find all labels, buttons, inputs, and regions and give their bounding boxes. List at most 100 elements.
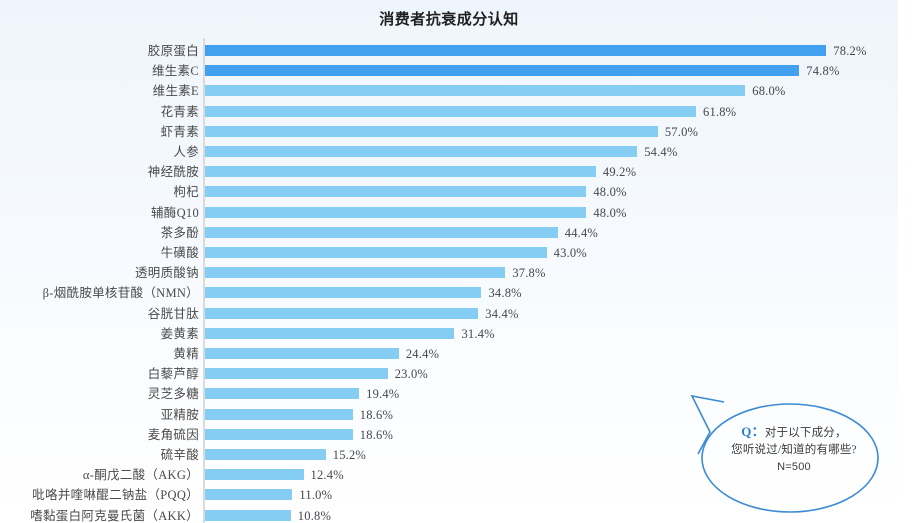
category-label: 姜黄素	[160, 326, 199, 341]
bar	[205, 388, 360, 400]
bar-value-label: 31.4%	[461, 326, 495, 341]
bar	[205, 287, 482, 299]
category-label: 吡咯并喹啉醌二钠盐（PQQ）	[32, 488, 199, 503]
bar-track	[205, 388, 360, 400]
bar-track	[205, 186, 587, 198]
bar	[205, 125, 658, 137]
bar	[205, 45, 827, 56]
bar-track	[205, 85, 746, 97]
bar	[205, 408, 353, 420]
bar-row: 嗜黏蛋白阿克曼氏菌（AKK） 10.8%	[0, 506, 898, 523]
bar-row: 黄精 24.4%	[0, 344, 898, 364]
callout-sample-size: N=500	[777, 461, 811, 473]
bar	[205, 166, 596, 178]
category-label: 维生素C	[151, 64, 199, 79]
bar	[205, 247, 547, 258]
callout-question-part1: 对于以下成分，	[764, 427, 847, 439]
category-label: 麦角硫因	[147, 427, 199, 442]
bar-value-label: 15.2%	[332, 448, 367, 462]
bar-row: 谷胱甘肽 34.4%	[0, 304, 898, 324]
bar-value-label: 34.8%	[488, 286, 522, 301]
bar-track	[205, 368, 388, 380]
bar	[205, 489, 293, 501]
bar-value-label: 23.0%	[394, 367, 429, 382]
bar-value-label: 18.6%	[359, 427, 394, 442]
bar-value-label: 24.4%	[405, 347, 440, 361]
bar	[205, 146, 638, 157]
bar-row: 白藜芦醇 23.0%	[0, 364, 898, 384]
bar-value-label: 44.4%	[564, 225, 599, 240]
bar-value-label: 18.6%	[359, 407, 394, 422]
bar-track	[205, 226, 558, 238]
bar-row: 吡咯并喹啉醌二钠盐（PQQ） 11.0%	[0, 485, 898, 505]
bar-track	[205, 206, 587, 218]
bar	[205, 85, 746, 97]
bar	[205, 368, 388, 380]
bar-track	[205, 327, 455, 339]
bar-row: 枸杞 48.0%	[0, 182, 898, 202]
bar-value-label: 68.0%	[752, 84, 786, 99]
bar-value-label: 49.2%	[602, 165, 637, 180]
bar	[205, 449, 326, 460]
category-label: 牛磺酸	[160, 246, 199, 260]
bar-row: 人参 54.4%	[0, 142, 898, 162]
bar	[205, 267, 506, 279]
category-label: 白藜芦醇	[147, 367, 199, 382]
right-margin	[898, 0, 916, 523]
category-label: 嗜黏蛋白阿克曼氏菌（AKK）	[30, 508, 199, 523]
bar-value-label: 11.0%	[299, 488, 333, 503]
bar	[205, 307, 479, 319]
bar-track	[205, 166, 596, 178]
bar-track	[205, 125, 658, 137]
category-label: 花青素	[160, 104, 199, 119]
bar-value-label: 37.8%	[512, 266, 546, 281]
bar-value-label: 78.2%	[833, 44, 867, 58]
bar-track	[205, 267, 506, 279]
bar-value-label: 48.0%	[593, 185, 627, 200]
bar-row: α-酮戊二酸（AKG） 12.4%	[0, 465, 898, 485]
bar	[205, 186, 587, 198]
bar-track	[205, 105, 696, 117]
chart-title: 消费者抗衰成分认知	[379, 11, 519, 28]
category-axis-line	[203, 38, 205, 523]
bar-value-label: 19.4%	[366, 387, 400, 402]
bar-row: 牛磺酸 43.0%	[0, 243, 898, 263]
bar-row: 辅酶Q10 48.0%	[0, 203, 898, 223]
bar	[205, 65, 800, 77]
category-label: 辅酶Q10	[150, 205, 199, 220]
bar-value-label: 57.0%	[664, 124, 699, 139]
bar	[205, 509, 291, 521]
bar-row: 麦角硫因 18.6%	[0, 425, 898, 445]
category-label: 硫辛酸	[160, 448, 199, 462]
callout-text: Q：对于以下成分， 您听说过/知道的有哪些? N=500	[714, 423, 874, 476]
bar-row: 亚精胺 18.6%	[0, 405, 898, 425]
category-label: 胶原蛋白	[147, 44, 199, 58]
bar	[205, 428, 353, 440]
bar-value-label: 54.4%	[644, 145, 678, 159]
category-label: 人参	[173, 145, 199, 159]
bar-row: β-烟酰胺单核苷酸（NMN） 34.8%	[0, 283, 898, 303]
category-label: 灵芝多糖	[147, 387, 199, 402]
bar-track	[205, 449, 326, 460]
bar	[205, 206, 587, 218]
bar-row: 姜黄素 31.4%	[0, 324, 898, 344]
bar	[205, 348, 399, 359]
bar-track	[205, 287, 482, 299]
category-label: 枸杞	[173, 185, 199, 200]
category-label: 黄精	[173, 347, 199, 361]
bar-track	[205, 45, 827, 56]
bar-value-label: 48.0%	[593, 205, 627, 220]
category-label: 维生素E	[152, 84, 199, 99]
category-label: 虾青素	[160, 124, 199, 139]
plot-area: 胶原蛋白 78.2% 维生素C 74.8% 维生素E 68.0% 花青素 61.8% 虾青素 57…	[0, 38, 898, 523]
callout-line-1: Q：对于以下成分，	[714, 423, 874, 442]
bar-row: 硫辛酸 15.2%	[0, 445, 898, 465]
bar	[205, 327, 455, 339]
bar-row: 神经酰胺 49.2%	[0, 162, 898, 182]
bar-value-label: 10.8%	[297, 508, 332, 523]
bar-row: 维生素C 74.8%	[0, 61, 898, 81]
bar	[205, 469, 304, 481]
bar-value-label: 74.8%	[806, 64, 840, 79]
bar-row: 茶多酚 44.4%	[0, 223, 898, 243]
